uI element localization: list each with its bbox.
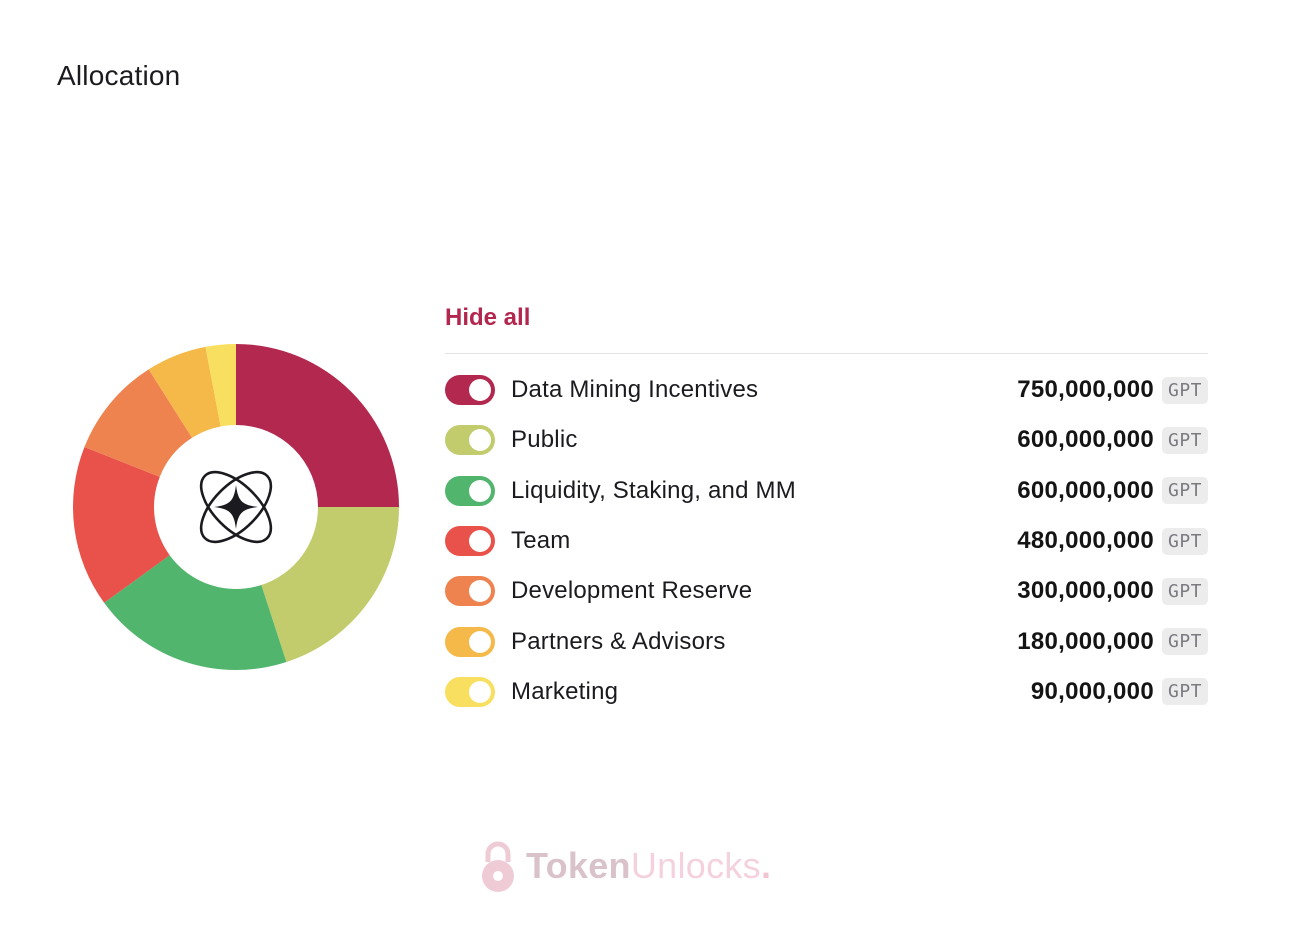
donut-slice-6[interactable] bbox=[205, 344, 236, 427]
unit-badge: GPT bbox=[1161, 577, 1208, 605]
series-amount: 600,000,000 bbox=[1017, 476, 1154, 504]
lock-icon bbox=[482, 841, 514, 892]
series-label: Data Mining Incentives bbox=[511, 376, 759, 404]
series-label: Public bbox=[511, 426, 578, 454]
series-toggle[interactable] bbox=[445, 375, 495, 406]
allocation-legend: Hide all Data Mining Incentives 750,000,0… bbox=[445, 300, 1208, 717]
series-toggle[interactable] bbox=[445, 425, 495, 456]
series-amount: 480,000,000 bbox=[1017, 527, 1154, 555]
page-title: Allocation bbox=[57, 60, 181, 91]
unit-badge: GPT bbox=[1161, 477, 1208, 505]
token-logo-icon bbox=[188, 459, 284, 555]
legend-row: Data Mining Incentives 750,000,000 GPT bbox=[445, 365, 1208, 415]
series-amount: 90,000,000 bbox=[1030, 677, 1154, 705]
series-amount: 750,000,000 bbox=[1017, 376, 1154, 404]
toggle-knob bbox=[469, 379, 491, 402]
donut-slice-3[interactable] bbox=[73, 446, 170, 603]
series-toggle[interactable] bbox=[445, 475, 495, 506]
donut-slice-0[interactable] bbox=[236, 344, 399, 507]
allocation-donut-chart bbox=[73, 344, 399, 670]
donut-slice-5[interactable] bbox=[148, 346, 221, 438]
series-toggle[interactable] bbox=[445, 676, 495, 707]
legend-rows: Data Mining Incentives 750,000,000 GPT Publ… bbox=[445, 365, 1208, 717]
series-toggle[interactable] bbox=[445, 576, 495, 607]
series-toggle[interactable] bbox=[445, 626, 495, 657]
toggle-knob bbox=[469, 479, 491, 502]
unit-badge: GPT bbox=[1161, 527, 1208, 555]
series-label: Marketing bbox=[511, 677, 619, 705]
unit-badge: GPT bbox=[1161, 376, 1208, 404]
series-label: Development Reserve bbox=[511, 577, 753, 605]
legend-row: Development Reserve 300,000,000 GPT bbox=[445, 566, 1208, 616]
toggle-knob bbox=[469, 680, 491, 703]
donut-slice-1[interactable] bbox=[261, 507, 399, 663]
series-amount: 300,000,000 bbox=[1017, 577, 1154, 605]
unit-badge: GPT bbox=[1161, 426, 1208, 454]
toggle-knob bbox=[469, 530, 491, 553]
donut-slice-4[interactable] bbox=[84, 369, 193, 477]
tokenunlocks-watermark: TokenUnlocks. bbox=[478, 840, 771, 892]
legend-row: Marketing 90,000,000 GPT bbox=[445, 667, 1208, 717]
hide-all-button[interactable]: Hide all bbox=[445, 304, 531, 331]
donut-slice-2[interactable] bbox=[104, 555, 287, 670]
unit-badge: GPT bbox=[1161, 678, 1208, 706]
donut-svg bbox=[73, 344, 399, 670]
toggle-knob bbox=[469, 580, 491, 603]
watermark-text: TokenUnlocks. bbox=[526, 845, 772, 886]
legend-row: Public 600,000,000 GPT bbox=[445, 415, 1208, 465]
series-amount: 600,000,000 bbox=[1017, 426, 1154, 454]
series-toggle[interactable] bbox=[445, 526, 495, 557]
legend-row: Team 480,000,000 GPT bbox=[445, 516, 1208, 566]
series-label: Partners & Advisors bbox=[511, 627, 726, 655]
unit-badge: GPT bbox=[1161, 628, 1208, 656]
legend-row: Partners & Advisors 180,000,000 GPT bbox=[445, 616, 1208, 666]
legend-row: Liquidity, Staking, and MM 600,000,000 GPT bbox=[445, 466, 1208, 516]
series-label: Team bbox=[511, 527, 571, 555]
series-label: Liquidity, Staking, and MM bbox=[511, 476, 796, 504]
toggle-knob bbox=[469, 429, 491, 452]
legend-divider bbox=[445, 353, 1208, 354]
series-amount: 180,000,000 bbox=[1017, 627, 1154, 655]
toggle-knob bbox=[469, 630, 491, 653]
